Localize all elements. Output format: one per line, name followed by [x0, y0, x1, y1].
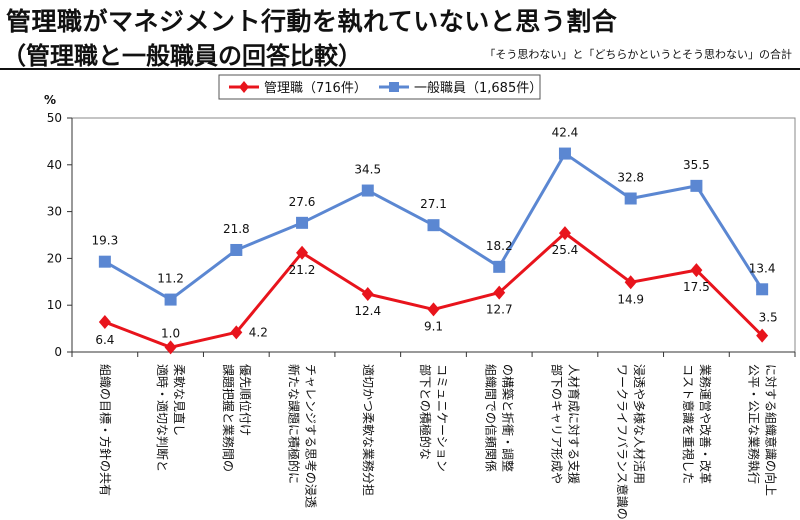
data-label: 11.2 [157, 272, 184, 286]
x-category-label-line: 組織の目標・方針の共有 [98, 364, 113, 496]
x-category-label-line: の構築と折衝・調整 [501, 364, 516, 472]
title-rule [0, 68, 800, 70]
data-point [690, 263, 703, 278]
data-point [493, 285, 506, 300]
data-label: 42.4 [552, 126, 579, 140]
data-point [558, 147, 571, 160]
x-category-label-line: 業務運営や改善・改革 [698, 364, 713, 484]
x-category-label-line: コミュニケーション [435, 364, 449, 472]
x-category-label-line: 浸透や多様な人材活用 [632, 364, 646, 484]
x-category-label-line: 課題把握と業務間の [221, 364, 236, 472]
y-tick-label: 20 [47, 251, 62, 265]
data-point [164, 340, 177, 355]
data-label: 4.2 [249, 325, 268, 339]
data-point [690, 179, 703, 192]
y-tick-label: 50 [47, 111, 62, 125]
data-label: 13.4 [749, 261, 776, 275]
y-axis-label: % [44, 93, 56, 107]
x-category-label-line: ワークライフバランス意識の [615, 364, 630, 520]
chart-title: 管理職がマネジメント行動を執れていないと思う割合 [6, 7, 618, 36]
data-label: 32.8 [617, 170, 644, 184]
data-point [98, 255, 111, 268]
y-tick-label: 0 [54, 345, 62, 359]
x-category-label-line: 新たな課題に積極的に [287, 364, 302, 484]
data-point [361, 184, 374, 197]
x-category-label: 課題把握と業務間の 優先順位付け [221, 364, 253, 472]
x-category-label: 適切かつ柔軟な業務分担 [361, 364, 376, 496]
data-point [230, 325, 243, 340]
legend-swatch-marker [389, 82, 399, 92]
x-category-label-line: 部下との積極的な [418, 364, 433, 460]
data-point [296, 216, 309, 229]
legend-label: 一般職員（1,685件） [414, 80, 542, 96]
x-category-label: 部下との積極的な コミュニケーション [418, 364, 449, 472]
x-category-label: 新たな課題に積極的に チャレンジする思考の浸透 [287, 364, 318, 508]
data-point [756, 283, 769, 296]
data-point [427, 219, 440, 232]
chart-subtitle: （管理職と一般職員の回答比較） [2, 42, 362, 70]
data-label: 27.6 [289, 195, 316, 209]
data-point [296, 245, 309, 260]
y-tick-label: 30 [47, 205, 62, 219]
x-category-label: 部下のキャリア形成や 人材育成に対する支援 [549, 364, 581, 484]
data-point [624, 192, 637, 205]
data-point [361, 286, 374, 301]
data-label: 34.5 [354, 163, 381, 177]
data-label: 12.7 [486, 303, 513, 317]
data-point [493, 260, 506, 273]
data-label: 18.2 [486, 239, 513, 253]
x-category-label-line: 部下のキャリア形成や [549, 364, 564, 484]
data-label: 25.4 [552, 243, 579, 257]
data-label: 3.5 [759, 311, 778, 325]
data-label: 27.1 [420, 197, 447, 211]
x-category-label-line: コスト意識を重視した [681, 364, 696, 484]
legend-swatch-marker [239, 81, 249, 93]
x-category-label-line: 公平・公正な業務執行 [747, 364, 761, 484]
data-label: 17.5 [683, 280, 710, 294]
data-label: 21.8 [223, 222, 250, 236]
data-point [164, 293, 177, 306]
x-category-label-line: に対する組織意識の向上 [764, 364, 779, 496]
x-category-label-line: 適切かつ柔軟な業務分担 [361, 364, 376, 496]
x-category-label: コスト意識を重視した 業務運営や改善・改革 [681, 364, 713, 484]
data-point [98, 315, 111, 330]
data-label: 9.1 [424, 319, 443, 333]
x-category-label-line: 柔軟な見直し [172, 364, 187, 436]
data-label: 1.0 [161, 326, 180, 340]
x-category-label: 公平・公正な業務執行 に対する組織意識の向上 [747, 364, 779, 496]
data-label: 19.3 [92, 234, 119, 248]
x-category-label-line: 適時・適切な判断と [155, 364, 170, 472]
data-label: 12.4 [354, 304, 381, 318]
x-category-label: ワークライフバランス意識の 浸透や多様な人材活用 [615, 364, 646, 520]
y-tick-label: 10 [47, 298, 62, 312]
y-tick-label: 40 [47, 158, 62, 172]
x-category-label: 組織間での信頼関係 の構築と折衝・調整 [484, 364, 516, 472]
x-category-label-line: 人材育成に対する支援 [566, 364, 581, 484]
x-category-label-line: 組織間での信頼関係 [484, 364, 498, 472]
data-point [230, 243, 243, 256]
legend-label: 管理職（716件） [264, 81, 367, 96]
data-point [427, 302, 440, 317]
data-label: 14.9 [617, 292, 644, 306]
chart-note: 「そう思わない」と「どちらかというとそう思わない」の合計 [484, 48, 792, 61]
data-point [558, 226, 571, 241]
data-point [756, 328, 769, 343]
data-label: 21.2 [289, 263, 316, 277]
data-point [624, 275, 637, 290]
x-category-label: 適時・適切な判断と 柔軟な見直し [155, 364, 187, 472]
plot-area [71, 117, 796, 353]
data-label: 35.5 [683, 158, 710, 172]
x-category-label: 組織の目標・方針の共有 [98, 364, 113, 496]
x-category-label-line: チャレンジする思考の浸透 [304, 364, 318, 508]
data-label: 6.4 [95, 333, 114, 347]
x-category-label-line: 優先順位付け [238, 364, 253, 436]
